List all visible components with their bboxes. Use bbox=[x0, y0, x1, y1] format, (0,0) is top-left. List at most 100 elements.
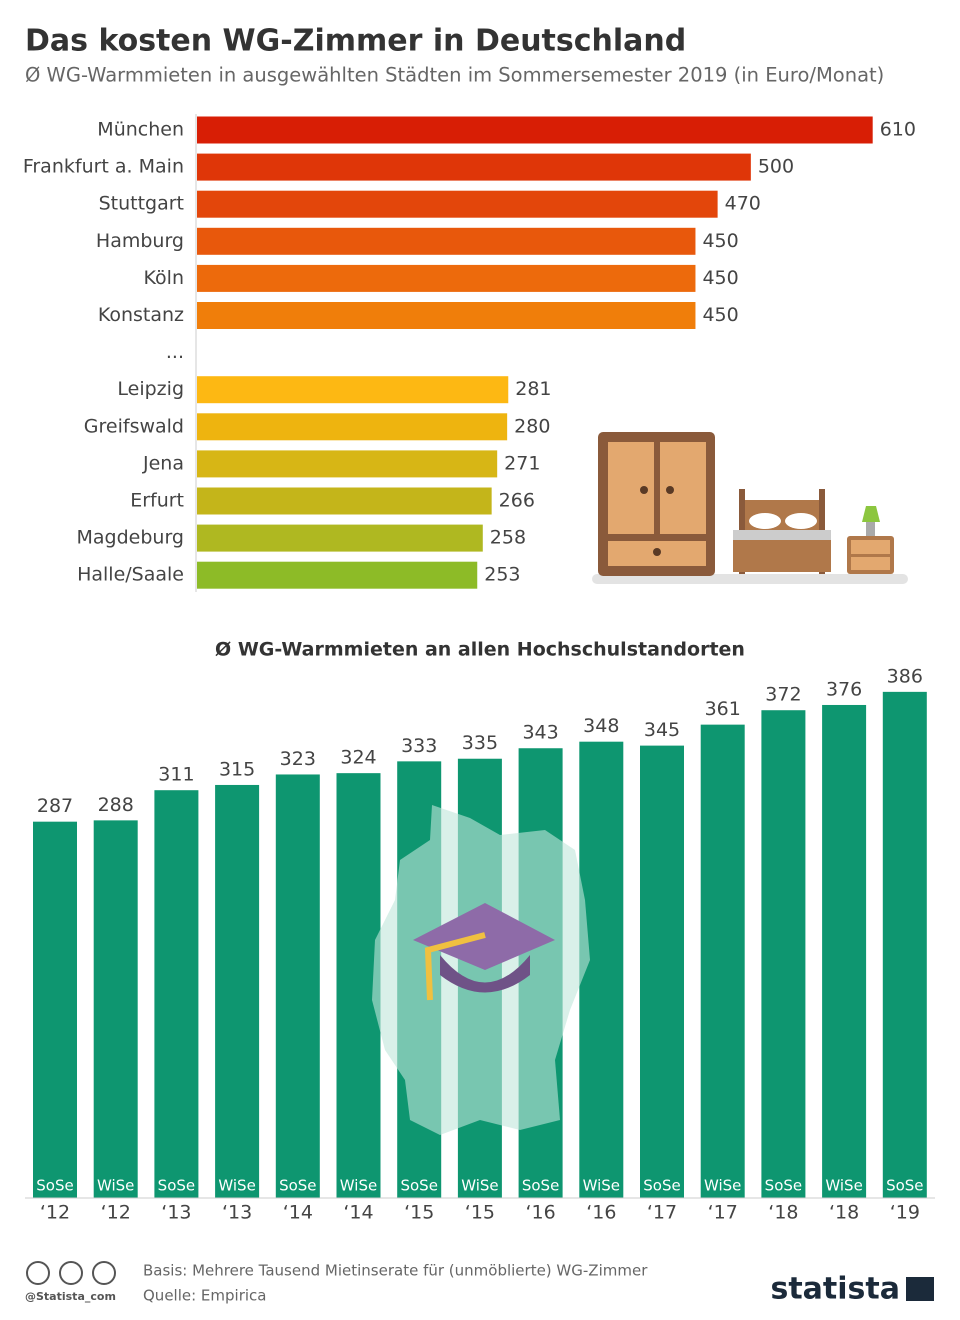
x-tick-label: ‘16 bbox=[525, 1202, 555, 1224]
value-label: 271 bbox=[504, 452, 540, 474]
x-tick-label: ‘14 bbox=[343, 1202, 373, 1224]
value-label: 333 bbox=[401, 735, 437, 757]
bar bbox=[822, 704, 867, 1198]
category-label: Jena bbox=[142, 452, 184, 474]
value-label: 266 bbox=[499, 490, 535, 512]
value-label: 376 bbox=[826, 678, 862, 700]
semester-label: SoSe bbox=[886, 1177, 923, 1195]
brand-icon bbox=[906, 1277, 934, 1301]
semester-label: SoSe bbox=[279, 1177, 316, 1195]
category-label: ... bbox=[166, 341, 184, 363]
x-tick-label: ‘17 bbox=[708, 1202, 738, 1224]
x-tick-label: ‘13 bbox=[222, 1202, 252, 1224]
footer-handle: @Statista_com bbox=[25, 1290, 116, 1303]
brand-logo: statista bbox=[770, 1272, 900, 1307]
bar bbox=[197, 413, 508, 441]
x-tick-label: ‘12 bbox=[101, 1202, 131, 1224]
semester-label: WiSe bbox=[461, 1177, 498, 1195]
bar bbox=[700, 724, 745, 1198]
bar bbox=[197, 264, 696, 292]
category-label: Frankfurt a. Main bbox=[23, 156, 184, 178]
semester-label: SoSe bbox=[36, 1177, 73, 1195]
semester-label: SoSe bbox=[643, 1177, 680, 1195]
subtitle: Ø WG-Warmmieten in ausgewählten Städten … bbox=[25, 64, 884, 87]
value-label: 450 bbox=[702, 267, 738, 289]
bar bbox=[33, 821, 77, 1198]
value-label: 450 bbox=[702, 230, 738, 252]
footer-source: Quelle: Empirica bbox=[143, 1287, 266, 1305]
bar bbox=[197, 450, 498, 478]
x-tick-label: ‘15 bbox=[404, 1202, 434, 1224]
category-label: Hamburg bbox=[96, 230, 184, 252]
value-label: 348 bbox=[583, 715, 619, 737]
value-label: 372 bbox=[765, 684, 801, 706]
semester-label: SoSe bbox=[158, 1177, 195, 1195]
value-label: 470 bbox=[725, 193, 761, 215]
category-label: Magdeburg bbox=[77, 527, 185, 549]
category-label: Leipzig bbox=[117, 378, 184, 400]
bar bbox=[197, 561, 478, 589]
semester-label: WiSe bbox=[583, 1177, 620, 1195]
value-label: 361 bbox=[705, 698, 741, 720]
x-tick-label: ‘19 bbox=[890, 1202, 920, 1224]
value-label: 324 bbox=[340, 747, 376, 769]
bar bbox=[154, 790, 199, 1198]
value-label: 253 bbox=[484, 564, 520, 586]
value-label: 311 bbox=[158, 764, 194, 786]
semester-label: WiSe bbox=[340, 1177, 377, 1195]
semester-label: SoSe bbox=[400, 1177, 437, 1195]
category-label: Köln bbox=[144, 267, 184, 289]
value-label: 281 bbox=[515, 378, 551, 400]
category-label: Konstanz bbox=[98, 304, 184, 326]
value-label: 335 bbox=[462, 732, 498, 754]
semester-label: WiSe bbox=[825, 1177, 862, 1195]
bar bbox=[197, 227, 696, 255]
x-tick-label: ‘16 bbox=[586, 1202, 616, 1224]
title: Das kosten WG-Zimmer in Deutschland bbox=[25, 24, 686, 59]
category-label: München bbox=[97, 119, 184, 141]
x-tick-label: ‘13 bbox=[161, 1202, 191, 1224]
x-tick-label: ‘18 bbox=[829, 1202, 859, 1224]
semester-label: SoSe bbox=[765, 1177, 802, 1195]
value-label: 500 bbox=[758, 156, 794, 178]
value-label: 258 bbox=[490, 527, 526, 549]
value-label: 343 bbox=[522, 722, 558, 744]
value-label: 323 bbox=[280, 748, 316, 770]
bar bbox=[761, 710, 806, 1198]
x-tick-label: ‘18 bbox=[768, 1202, 798, 1224]
bar bbox=[197, 302, 696, 329]
bar bbox=[882, 691, 927, 1198]
furniture-illustration bbox=[592, 432, 908, 584]
bar bbox=[197, 376, 509, 404]
category-label: Erfurt bbox=[130, 490, 184, 512]
value-label: 345 bbox=[644, 719, 680, 741]
license-icons bbox=[26, 1261, 116, 1285]
bar bbox=[275, 774, 320, 1198]
bar bbox=[640, 745, 684, 1198]
bar bbox=[197, 190, 718, 218]
value-label: 288 bbox=[98, 794, 134, 816]
bar bbox=[197, 153, 751, 181]
x-tick-label: ‘14 bbox=[283, 1202, 313, 1224]
bar bbox=[197, 524, 483, 552]
footer-basis: Basis: Mehrere Tausend Mietinserate für … bbox=[143, 1262, 648, 1280]
bar-chart-cities: München 610 Frankfurt a. Main 500 Stuttgart 4… bbox=[23, 116, 916, 589]
x-tick-label: ‘12 bbox=[40, 1202, 70, 1224]
category-label: Halle/Saale bbox=[77, 564, 184, 586]
semester-label: WiSe bbox=[704, 1177, 741, 1195]
value-label: 315 bbox=[219, 758, 255, 780]
value-label: 610 bbox=[880, 119, 916, 141]
bar bbox=[197, 116, 873, 144]
value-label: 450 bbox=[702, 304, 738, 326]
axis-labels: SoSe ‘12 WiSe ‘12 SoSe ‘13 WiSe ‘13 SoSe ‘14 WiSe ‘… bbox=[36, 1177, 923, 1224]
chart-title: Ø WG-Warmmieten an allen Hochschulstando… bbox=[215, 639, 745, 661]
category-label: Greifswald bbox=[84, 415, 184, 437]
semester-label: SoSe bbox=[522, 1177, 559, 1195]
category-label: Stuttgart bbox=[99, 193, 184, 215]
germany-map-illustration bbox=[372, 805, 590, 1135]
bar bbox=[579, 741, 624, 1198]
bar bbox=[93, 820, 138, 1198]
value-label: 386 bbox=[887, 665, 923, 687]
value-label: 280 bbox=[514, 415, 550, 437]
